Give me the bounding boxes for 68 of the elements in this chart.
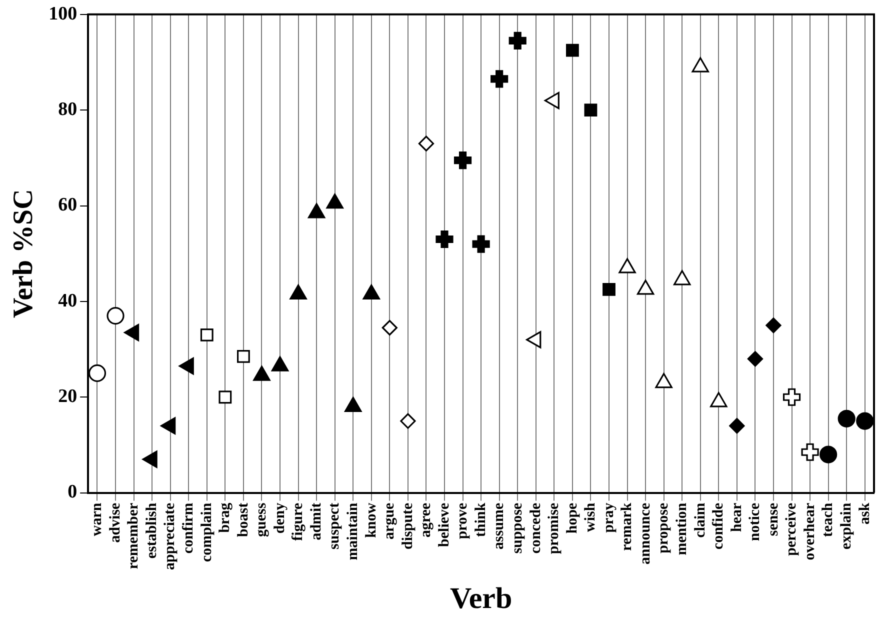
x-tick-label: suppose	[509, 502, 526, 554]
y-tick-label: 40	[58, 290, 78, 312]
x-tick-label: remark	[619, 502, 636, 551]
x-tick-label: argue	[382, 502, 398, 540]
x-tick-label: remember	[126, 502, 142, 570]
x-tick-label: promise	[546, 502, 562, 554]
x-tick-label: confide	[710, 502, 727, 550]
point	[88, 364, 106, 382]
x-tick-label: ask	[856, 502, 873, 524]
x-tick-label: establish	[144, 502, 160, 559]
x-tick-label: assume	[491, 502, 508, 550]
x-tick-label: warn	[89, 502, 106, 536]
point	[747, 351, 764, 367]
point	[729, 418, 745, 434]
x-tick-label: hear	[728, 502, 745, 532]
x-tick-label: advise	[107, 502, 124, 543]
x-tick-label: confirm	[180, 502, 196, 554]
y-tick-label: 20	[58, 386, 78, 408]
x-tick-label: mention	[674, 502, 690, 556]
point	[566, 44, 579, 57]
x-tick-label: guess	[254, 502, 270, 537]
x-tick-label: perceive	[784, 502, 800, 556]
x-tick-label: brag	[217, 502, 234, 533]
x-tick-label: notice	[747, 502, 764, 542]
y-tick-label: 80	[58, 98, 78, 120]
x-tick-label: concede	[528, 502, 544, 554]
point	[218, 390, 232, 404]
point	[237, 350, 250, 363]
point	[400, 413, 416, 429]
x-tick-label: sense	[765, 502, 782, 536]
x-tick-label: claim	[692, 502, 708, 538]
point	[820, 446, 838, 464]
x-tick-label: boast	[235, 502, 252, 537]
x-tick-label: appreciate	[162, 502, 178, 570]
x-tick-label: believe	[436, 502, 452, 547]
point	[584, 104, 598, 117]
x-tick-label: overhear	[802, 502, 818, 560]
x-tick-label: know	[363, 502, 380, 538]
x-tick-label: maintain	[344, 502, 361, 560]
point	[382, 320, 398, 336]
y-tick-label: 0	[68, 482, 78, 503]
x-tick-label: suspect	[326, 502, 343, 550]
x-tick-label: propose	[656, 502, 672, 554]
point	[200, 328, 214, 342]
x-tick-label: dispute	[400, 502, 416, 550]
x-tick-label: agree	[418, 502, 434, 538]
x-tick-label: deny	[272, 502, 288, 534]
x-tick-label: announce	[637, 502, 654, 564]
x-tick-label: figure	[290, 502, 306, 541]
x-tick-label: explain	[838, 502, 854, 550]
y-tick-label: 100	[48, 3, 78, 24]
x-tick-label: wish	[582, 502, 599, 532]
y-tick-label: 60	[58, 194, 78, 216]
x-axis-title: Verb	[450, 582, 512, 615]
x-tick-label: hope	[564, 502, 580, 534]
x-tick-label: pray	[600, 502, 617, 533]
point	[602, 283, 616, 296]
x-tick-label: prove	[454, 502, 471, 540]
x-tick-label: complain	[198, 502, 215, 562]
point	[838, 410, 856, 428]
point	[106, 306, 124, 325]
point	[856, 412, 874, 430]
y-axis-title: Verb %SC	[8, 189, 40, 318]
point	[766, 318, 782, 334]
point	[418, 136, 434, 152]
x-tick-label: teach	[820, 502, 836, 537]
x-tick-label: think	[472, 502, 489, 537]
x-tick-label: admit	[308, 502, 324, 540]
